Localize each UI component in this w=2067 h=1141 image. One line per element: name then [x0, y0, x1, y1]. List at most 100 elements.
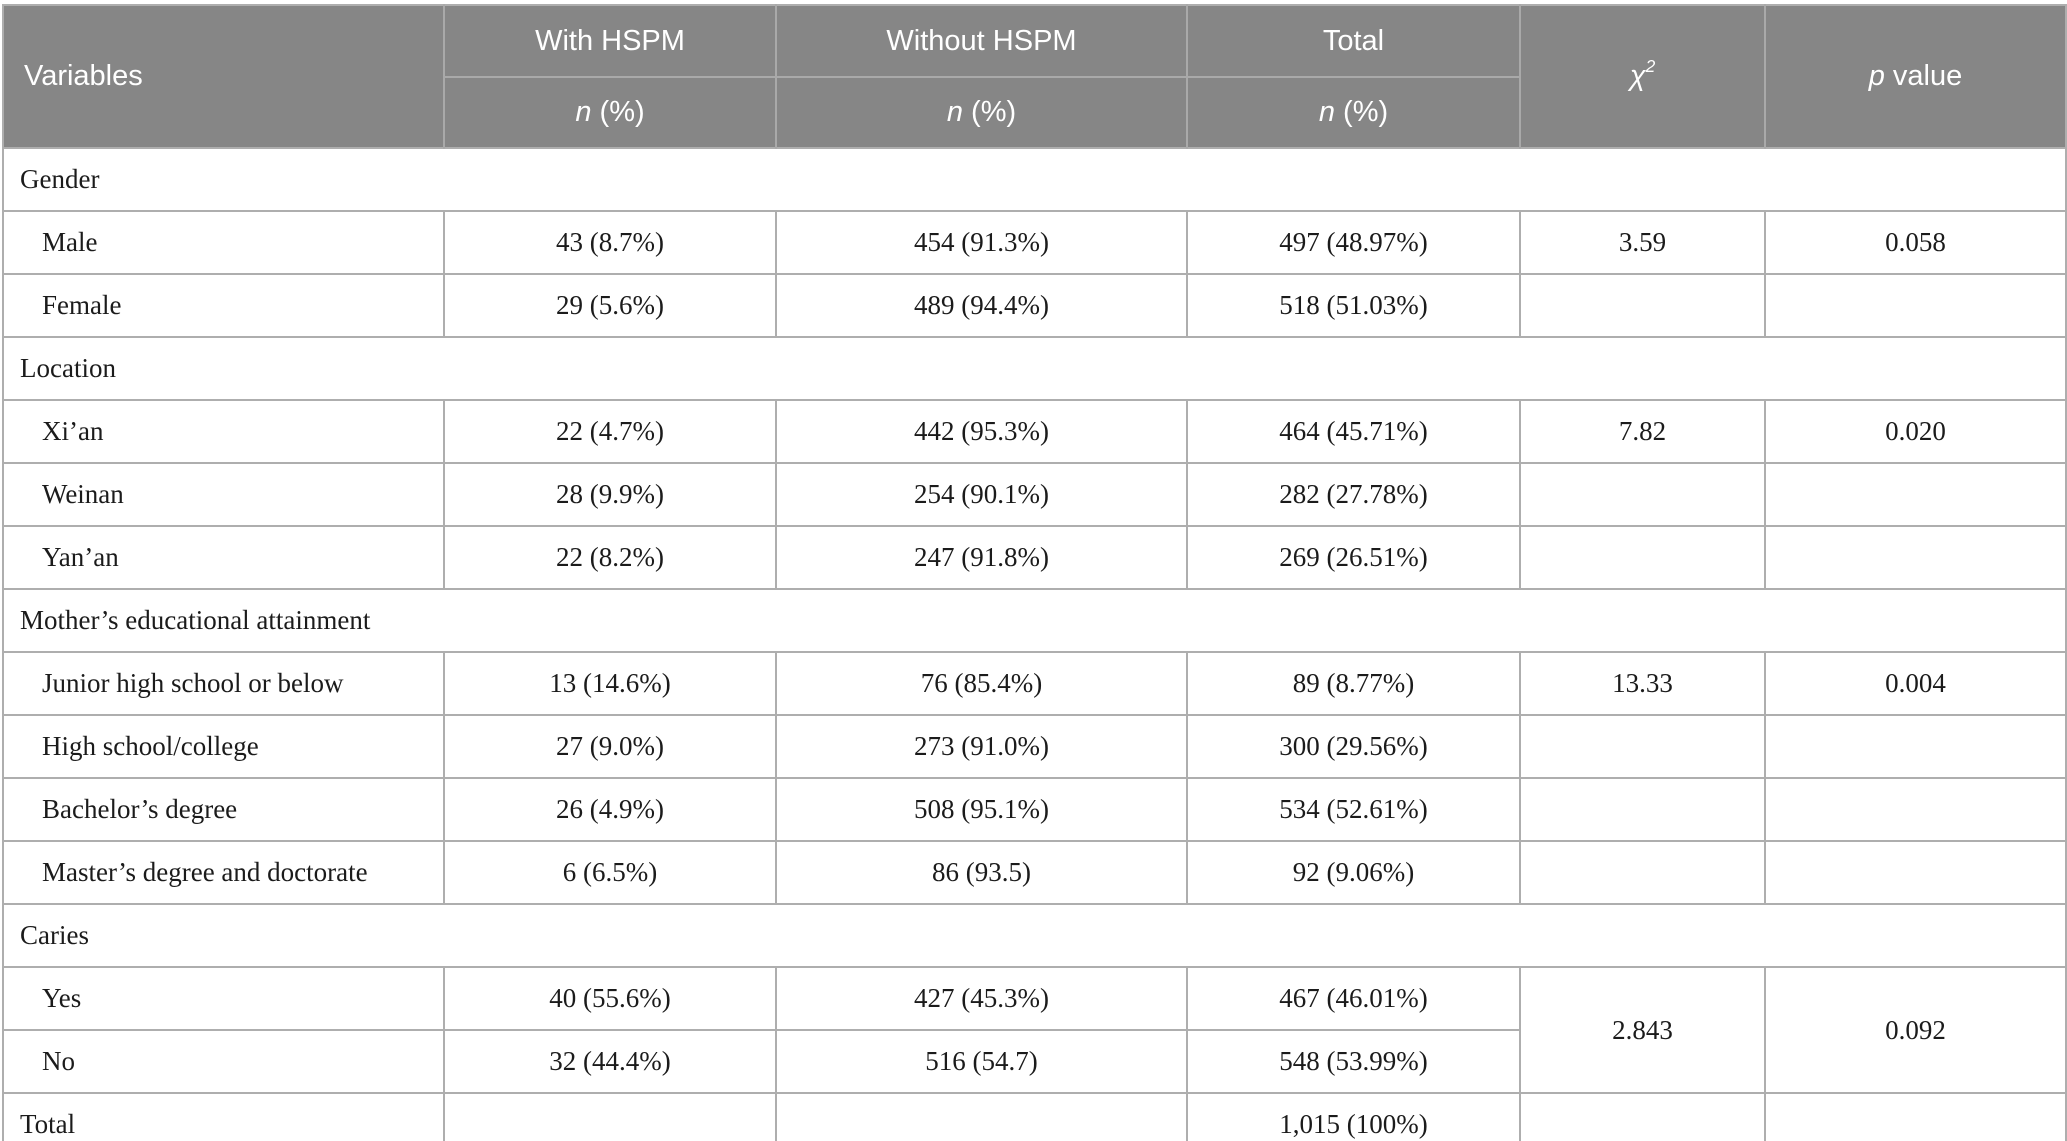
table-row: Xi’an 22 (4.7%) 442 (95.3%) 464 (45.71%) 7.8…: [2, 399, 2067, 464]
row-label: Total: [2, 1092, 445, 1141]
data-cell: 0.004: [1764, 651, 2067, 716]
percent-text: (%): [591, 96, 645, 128]
column-header-with-hspm: With HSPM: [443, 5, 776, 78]
column-header-variables: Variables: [3, 5, 444, 148]
section-row: Caries: [3, 903, 2066, 968]
p-symbol: p: [1868, 60, 1885, 92]
data-cell: [1764, 525, 2067, 590]
data-cell: 0.020: [1764, 399, 2067, 464]
data-cell: 427 (45.3%): [775, 966, 1188, 1031]
table-row: High school/college 27 (9.0%) 273 (91.0%) 3…: [2, 714, 2067, 779]
table-row: Bachelor’s degree 26 (4.9%) 508 (95.1%) 534…: [2, 777, 2067, 842]
percent-text: (%): [1334, 96, 1389, 128]
table-row: Male 43 (8.7%) 454 (91.3%) 497 (48.97%) 3.59…: [2, 210, 2067, 275]
column-header-total: Total: [1186, 5, 1520, 78]
table-row: Yan’an 22 (8.2%) 247 (91.8%) 269 (26.51%): [2, 525, 2067, 590]
row-label: Junior high school or below: [2, 651, 445, 716]
data-cell: 7.82: [1519, 399, 1766, 464]
data-cell: [1764, 273, 2067, 338]
row-label: Yes: [2, 966, 445, 1031]
data-cell: 300 (29.56%): [1186, 714, 1521, 779]
data-cell: [775, 1092, 1188, 1141]
row-label: Male: [2, 210, 445, 275]
table-row: No 32 (44.4%) 516 (54.7) 548 (53.99%): [2, 1029, 2066, 1094]
table-body: Gender Male 43 (8.7%) 454 (91.3%) 497 (48.97…: [2, 147, 2067, 1141]
section-label: Caries: [3, 903, 2066, 968]
data-cell: [1764, 714, 2067, 779]
section-label: Mother’s educational attainment: [3, 588, 2066, 653]
data-cell: 464 (45.71%): [1186, 399, 1521, 464]
data-cell: 27 (9.0%): [443, 714, 777, 779]
data-cell: 247 (91.8%): [775, 525, 1188, 590]
row-label: Bachelor’s degree: [2, 777, 445, 842]
data-cell: 3.59: [1519, 210, 1766, 275]
row-label: High school/college: [2, 714, 445, 779]
section-row: Gender: [3, 147, 2066, 212]
data-cell: [1764, 840, 2067, 905]
table-row: Female 29 (5.6%) 489 (94.4%) 518 (51.03%): [2, 273, 2067, 338]
header-row-1: Variables With HSPM Without HSPM Total χ…: [3, 5, 2066, 148]
section-row: Mother’s educational attainment: [3, 588, 2066, 653]
data-cell: [1519, 840, 1766, 905]
data-cell: 92 (9.06%): [1186, 840, 1521, 905]
data-cell: 0.092: [1764, 966, 2067, 1094]
subheader-n-percent-without-hspm: n (%): [775, 77, 1187, 148]
statistics-table: Variables With HSPM Without HSPM Total χ…: [2, 4, 2067, 1141]
n-symbol: n: [575, 96, 592, 128]
row-label: Xi’an: [2, 399, 445, 464]
data-cell: [1764, 462, 2067, 527]
data-cell: [1519, 714, 1766, 779]
data-cell: 28 (9.9%): [443, 462, 777, 527]
row-label: Master’s degree and doctorate: [2, 840, 445, 905]
data-cell: 254 (90.1%): [775, 462, 1188, 527]
data-cell: [1519, 462, 1766, 527]
data-cell: 76 (85.4%): [775, 651, 1188, 716]
data-cell: 0.058: [1764, 210, 2067, 275]
header-row-2: n (%) n (%) n (%): [3, 77, 2066, 148]
data-cell: [1764, 777, 2067, 842]
data-cell: 516 (54.7): [775, 1029, 1188, 1094]
section-label: Gender: [3, 147, 2066, 212]
percent-text: (%): [962, 96, 1017, 128]
data-cell: 89 (8.77%): [1186, 651, 1521, 716]
data-cell: 29 (5.6%): [443, 273, 777, 338]
row-label: Yan’an: [2, 525, 445, 590]
n-symbol: n: [1318, 96, 1335, 128]
data-cell: 13 (14.6%): [443, 651, 777, 716]
data-cell: [1519, 1092, 1766, 1141]
table-header: Variables With HSPM Without HSPM Total χ…: [3, 5, 2066, 148]
data-cell: [1519, 525, 1766, 590]
section-label: Location: [3, 336, 2066, 401]
data-cell: 548 (53.99%): [1186, 1029, 1521, 1094]
data-cell: 2.843: [1519, 966, 1766, 1094]
table-row: Master’s degree and doctorate 6 (6.5%) 86 …: [2, 840, 2067, 905]
data-cell: 534 (52.61%): [1186, 777, 1521, 842]
data-cell: 518 (51.03%): [1186, 273, 1521, 338]
column-header-p-value: p value: [1764, 5, 2066, 148]
data-cell: 454 (91.3%): [775, 210, 1188, 275]
table-row: Total 1,015 (100%): [2, 1092, 2067, 1141]
table-row: Weinan 28 (9.9%) 254 (90.1%) 282 (27.78%): [2, 462, 2067, 527]
data-cell: 43 (8.7%): [443, 210, 777, 275]
subheader-n-percent-with-hspm: n (%): [443, 77, 776, 148]
chi-superscript: 2: [1645, 56, 1656, 77]
table-row: Yes 40 (55.6%) 427 (45.3%) 467 (46.01%) 2.84…: [2, 966, 2067, 1094]
data-cell: [1519, 777, 1766, 842]
table-row: Junior high school or below 13 (14.6%) 76 …: [2, 651, 2067, 716]
data-cell: 22 (8.2%): [443, 525, 777, 590]
chi-symbol: χ: [1629, 60, 1646, 92]
data-cell: 86 (93.5): [775, 840, 1188, 905]
row-label: Female: [2, 273, 445, 338]
data-cell: 282 (27.78%): [1186, 462, 1521, 527]
row-label: No: [2, 1029, 445, 1094]
data-cell: 1,015 (100%): [1186, 1092, 1521, 1141]
subheader-n-percent-total: n (%): [1186, 77, 1520, 148]
p-value-text: value: [1884, 60, 1963, 92]
data-cell: 13.33: [1519, 651, 1766, 716]
data-cell: [1519, 273, 1766, 338]
row-label: Weinan: [2, 462, 445, 527]
data-cell: 269 (26.51%): [1186, 525, 1521, 590]
data-cell: 489 (94.4%): [775, 273, 1188, 338]
data-cell: [443, 1092, 777, 1141]
n-symbol: n: [946, 96, 963, 128]
